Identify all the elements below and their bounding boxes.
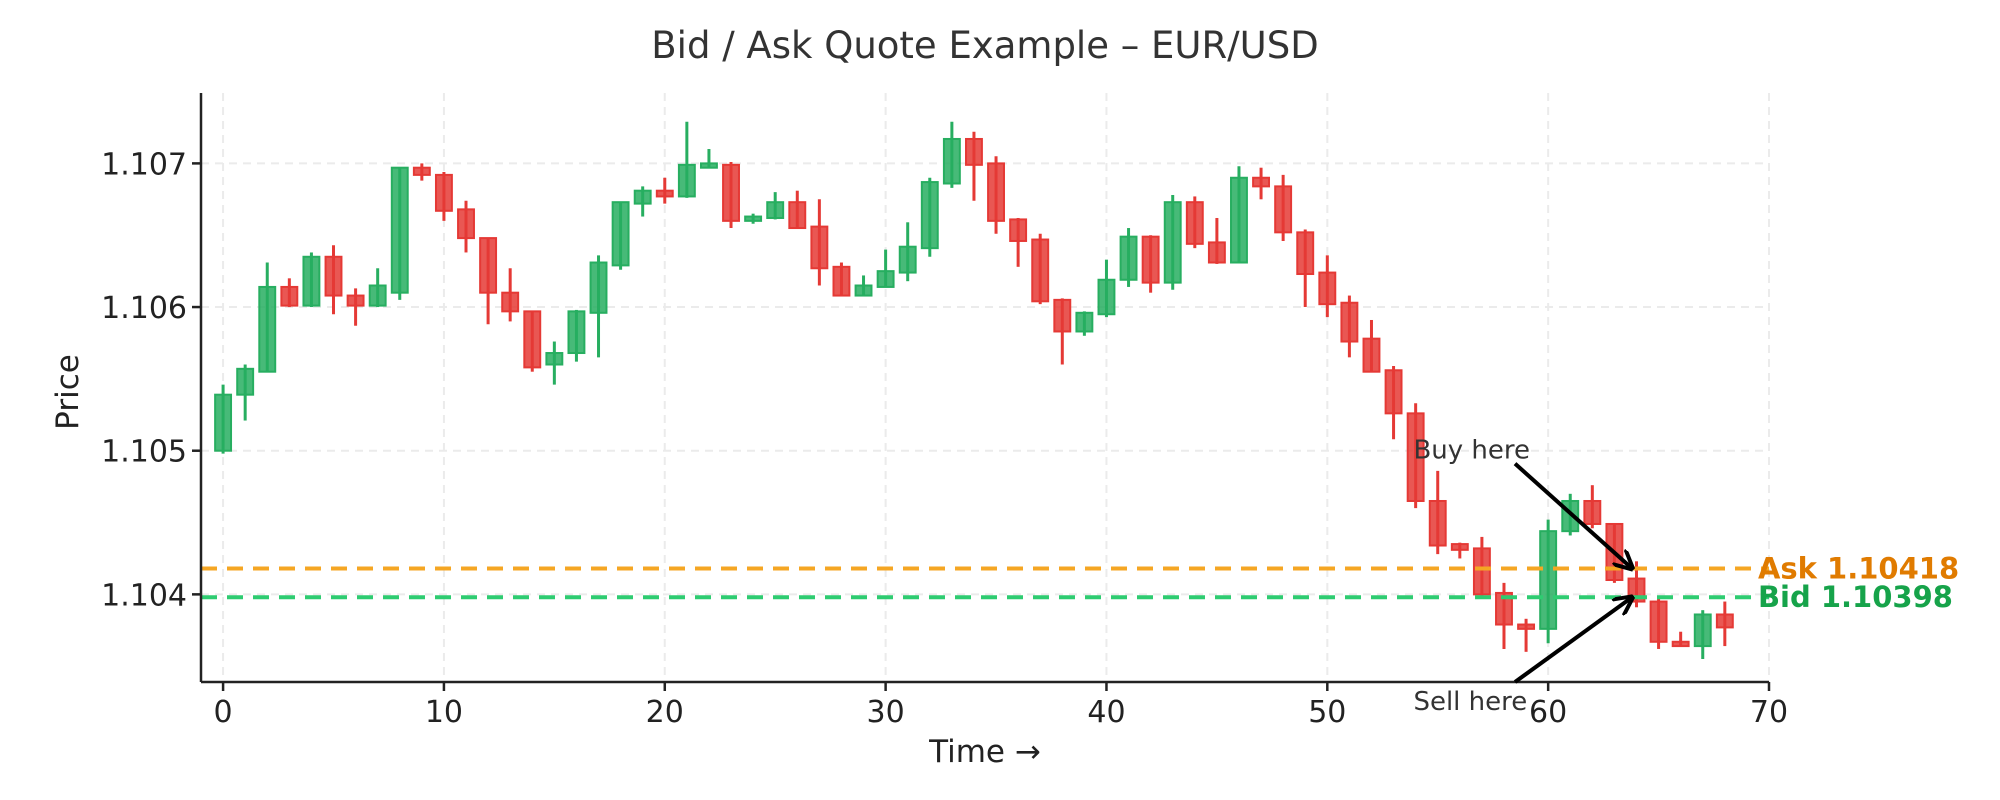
candle-up	[1119, 235, 1138, 281]
candle-up	[920, 181, 939, 250]
annotation-arrow	[1513, 597, 1632, 684]
candle-down	[1495, 591, 1513, 626]
candle-down	[324, 255, 343, 297]
candle-down	[1207, 241, 1226, 264]
candle-down	[832, 265, 851, 297]
candle-down	[1428, 499, 1447, 547]
x-tick-label: 0	[214, 695, 233, 730]
candle-down	[1053, 298, 1072, 333]
y-tick-label: 1.105	[101, 435, 187, 470]
candle-up	[545, 352, 564, 366]
x-tick-label: 20	[646, 695, 684, 730]
candle-up	[699, 162, 718, 169]
candle-down	[457, 208, 475, 240]
candle-down	[346, 294, 365, 307]
candle-down	[1340, 301, 1359, 343]
candle-down	[1031, 238, 1050, 303]
candle-up	[677, 163, 696, 198]
candle-up	[589, 261, 608, 314]
x-tick-label: 10	[425, 695, 463, 730]
candle-up	[1693, 613, 1712, 648]
y-axis-label: Price	[50, 354, 86, 430]
candle-down	[1450, 543, 1469, 551]
candle-up	[236, 367, 255, 396]
y-tick-label: 1.106	[101, 291, 187, 326]
candle-down	[1384, 369, 1403, 415]
candle-up	[744, 215, 763, 222]
candles	[214, 121, 1734, 660]
candle-down	[788, 201, 807, 230]
annotation-label: Buy here	[1413, 436, 1530, 466]
candle-down	[523, 310, 542, 369]
candle-down	[1252, 176, 1271, 188]
candle-down	[1274, 185, 1293, 234]
candle-down	[479, 237, 498, 294]
candle-up	[390, 166, 409, 294]
candle-down	[412, 166, 431, 176]
candle-down	[1671, 640, 1690, 648]
candle-up	[567, 310, 586, 355]
candle-up	[611, 201, 630, 267]
candle-down	[655, 189, 674, 198]
candle-down	[1362, 337, 1381, 373]
candle-down	[987, 162, 1005, 222]
candle-down	[280, 285, 299, 307]
candle-down	[1472, 547, 1491, 596]
candle-up	[258, 285, 277, 373]
candle-up	[214, 393, 233, 452]
candle-down	[1517, 623, 1536, 630]
candle-up	[1163, 201, 1182, 284]
candle-down	[434, 173, 453, 212]
candle-down	[722, 163, 740, 222]
annotation-arrow	[1513, 462, 1632, 569]
candle-up	[1539, 530, 1558, 630]
candle-down	[965, 137, 983, 166]
candle-down	[1296, 231, 1315, 276]
candle-up	[368, 284, 387, 307]
x-tick-label: 70	[1750, 695, 1788, 730]
chart-title: Bid / Ask Quote Example – EUR/USD	[651, 24, 1318, 67]
candle-up	[633, 189, 652, 205]
candle-up	[766, 201, 785, 219]
candle-down	[1009, 218, 1028, 242]
candle-down	[810, 225, 829, 270]
x-tick-label: 60	[1529, 695, 1567, 730]
candle-up	[1075, 311, 1094, 333]
candle-up	[898, 245, 917, 274]
candle-down	[1141, 235, 1160, 284]
candle-up	[302, 255, 321, 307]
candle-up	[1097, 278, 1116, 316]
candle-down	[1318, 271, 1337, 306]
y-tick-label: 1.107	[101, 147, 187, 182]
x-tick-label: 50	[1308, 695, 1346, 730]
candle-down	[1649, 600, 1668, 643]
x-axis-label: Time →	[928, 734, 1041, 770]
x-tick-label: 40	[1087, 695, 1125, 730]
candle-down	[1583, 499, 1602, 525]
y-tick-label: 1.104	[101, 578, 187, 613]
candle-down	[1715, 613, 1734, 629]
annotations: Buy here Sell here	[1413, 436, 1632, 717]
candle-down	[1406, 412, 1425, 502]
x-tick-label: 30	[867, 695, 905, 730]
ask-label: Ask 1.10418	[1758, 552, 1959, 586]
candle-up	[876, 270, 895, 288]
candle-down	[1185, 201, 1204, 245]
candle-down	[501, 291, 520, 313]
candle-up	[854, 284, 873, 297]
annotation-label: Sell here	[1413, 687, 1527, 717]
candle-up	[1230, 176, 1248, 264]
axes: 0 10 20 30 40 50 60 70 1.104 1.105 1.106 1.107	[101, 93, 1788, 730]
bid-label: Bid 1.10398	[1758, 580, 1953, 614]
candle-up	[942, 137, 961, 185]
